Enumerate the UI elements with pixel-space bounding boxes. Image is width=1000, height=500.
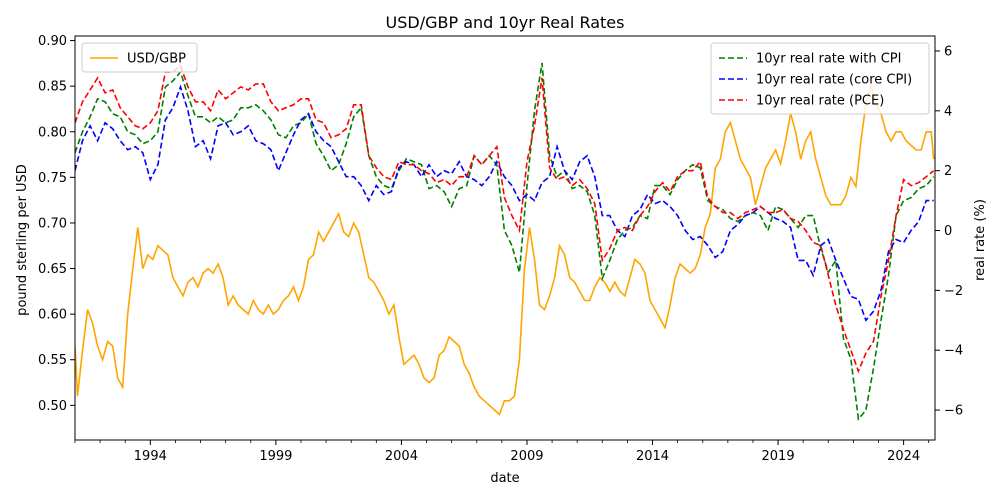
y-tick-label-right-5: 4 bbox=[944, 104, 952, 119]
plot-area: 1994 1999 2004 2009 2014 2019 2024 0.50 0.55 0.60… bbox=[38, 34, 963, 464]
legend-right-label-0: 10yr real rate with CPI bbox=[756, 52, 901, 67]
y-tick-label-right-1: −4 bbox=[944, 344, 963, 359]
y-tick-label-left-4: 0.70 bbox=[38, 216, 67, 231]
y-tick-label-left-0: 0.50 bbox=[38, 399, 67, 414]
x-tick-label-0: 1994 bbox=[134, 449, 167, 464]
y-tick-label-left-7: 0.85 bbox=[38, 80, 67, 95]
y-tick-label-right-4: 2 bbox=[944, 164, 952, 179]
y-tick-label-left-3: 0.65 bbox=[38, 262, 67, 277]
x-tick-label-2: 2004 bbox=[385, 449, 418, 464]
x-axis-title: date bbox=[490, 471, 519, 486]
x-tick-label-6: 2024 bbox=[887, 449, 920, 464]
y-tick-label-right-2: −2 bbox=[944, 284, 963, 299]
series-line-0 bbox=[75, 83, 935, 416]
y-tick-label-left-5: 0.75 bbox=[38, 171, 67, 186]
series-line-1 bbox=[75, 62, 935, 422]
legend-left-box bbox=[81, 42, 198, 73]
plot-frame bbox=[74, 35, 936, 441]
series-line-3 bbox=[75, 64, 935, 374]
series-line-2 bbox=[75, 84, 934, 322]
y-axis-title-right: real rate (%) bbox=[973, 199, 988, 281]
x-tick-label-5: 2019 bbox=[762, 449, 795, 464]
y-tick-label-left-6: 0.80 bbox=[38, 125, 67, 140]
legend-left-label-0: USD/GBP bbox=[127, 52, 186, 67]
x-tick-label-3: 2009 bbox=[510, 449, 543, 464]
y-tick-label-right-6: 6 bbox=[944, 44, 952, 59]
y-axis-title-left: pound sterling per USD bbox=[15, 164, 30, 316]
chart-title: USD/GBP and 10yr Real Rates bbox=[386, 13, 625, 32]
y-tick-label-left-1: 0.55 bbox=[38, 353, 67, 368]
legend-right-box bbox=[710, 42, 930, 115]
y-tick-label-right-0: −6 bbox=[944, 404, 963, 419]
legend-right-label-2: 10yr real rate (PCE) bbox=[756, 94, 884, 109]
y-tick-label-left-2: 0.60 bbox=[38, 308, 67, 323]
legend-right-label-1: 10yr real rate (core CPI) bbox=[756, 73, 912, 88]
y-tick-label-right-3: 0 bbox=[944, 224, 952, 239]
x-tick-label-1: 1999 bbox=[259, 449, 292, 464]
x-tick-label-4: 2014 bbox=[636, 449, 669, 464]
y-tick-label-left-8: 0.90 bbox=[38, 34, 67, 49]
